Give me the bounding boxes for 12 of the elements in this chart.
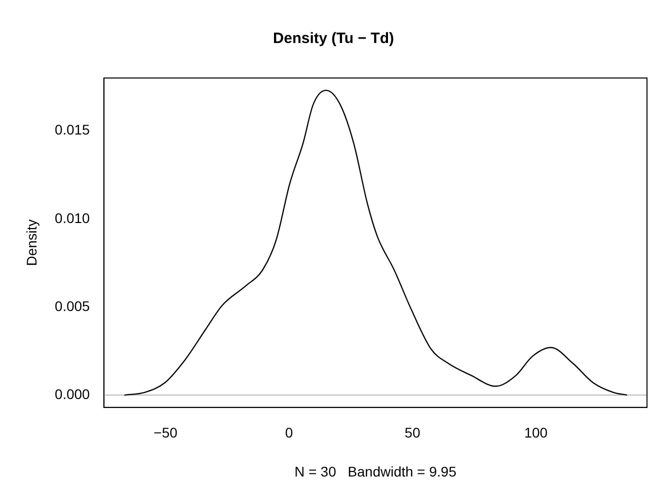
x-tick-label: 50	[404, 424, 420, 441]
line-series	[124, 90, 628, 396]
y-tick-label: 0.010	[54, 210, 90, 226]
y-tick-label: 0.000	[54, 386, 90, 402]
x-axis-title: N = 30 Bandwidth = 9.95	[294, 463, 457, 480]
x-tick-label: −50	[154, 424, 178, 441]
chart-title: Density (Tu − Td)	[273, 30, 394, 48]
y-tick-label: 0.005	[54, 298, 90, 314]
y-tick-label: 0.015	[54, 122, 90, 138]
x-tick-label: 0	[285, 424, 294, 441]
y-axis-title: Density	[23, 219, 40, 266]
x-tick-label: 100	[524, 424, 548, 441]
